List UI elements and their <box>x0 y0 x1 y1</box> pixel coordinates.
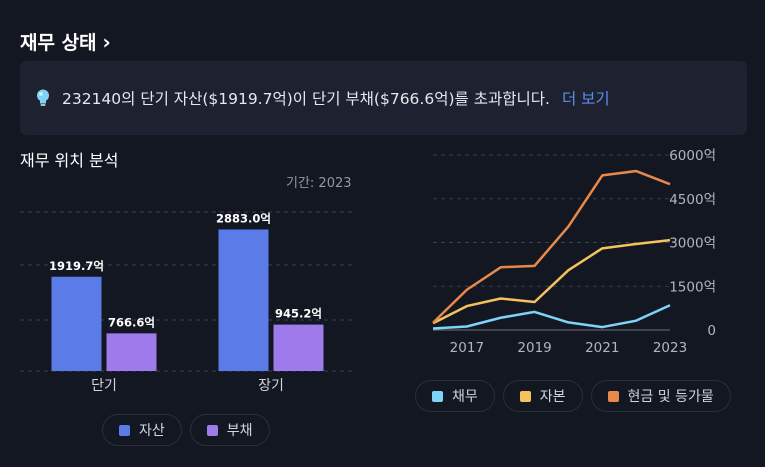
legend-liabilities-label: 부채 <box>226 423 253 439</box>
assets-swatch <box>119 424 130 436</box>
x-tick-label: 2023 <box>653 340 687 356</box>
bar-value-label: 945.2억 <box>275 307 322 321</box>
x-tick-label: 2021 <box>585 340 619 356</box>
legend-equity[interactable]: 자본 <box>502 380 583 412</box>
series-line-cash[interactable] <box>432 169 671 324</box>
legend-assets-label: 자산 <box>139 423 165 439</box>
legend-debt-label: 채무 <box>452 389 478 405</box>
page-title: 재무 상태 <box>20 32 97 54</box>
series-line-equity[interactable] <box>432 238 671 325</box>
line-legend: 채무 자본 현금 및 등가물 <box>415 380 731 412</box>
series-line-debt[interactable] <box>432 304 671 330</box>
cash-swatch <box>607 390 619 402</box>
position-analysis-title: 재무 위치 분석 <box>20 151 119 170</box>
y-tick-label: 0 <box>707 323 716 339</box>
x-tick-label: 2017 <box>450 340 484 356</box>
y-tick-label: 4500억 <box>669 192 716 208</box>
x-tick-label: 2019 <box>517 340 551 356</box>
period-label: 기간: 2023 <box>286 176 352 191</box>
legend-liabilities[interactable]: 부채 <box>189 414 270 446</box>
insight-banner: 232140의 단기 자산($1919.7억)이 단기 부채($766.6억)를… <box>20 61 747 135</box>
debt-swatch <box>432 390 443 402</box>
y-tick-label: 6000억 <box>669 148 716 164</box>
legend-assets[interactable]: 자산 <box>102 414 182 446</box>
see-more-link[interactable]: 더 보기 <box>561 90 610 108</box>
legend-cash[interactable]: 현금 및 등가물 <box>590 380 731 412</box>
legend-cash-label: 현금 및 등가물 <box>627 389 714 405</box>
bar-value-label: 1919.7억 <box>49 259 104 273</box>
y-tick-label: 1500억 <box>669 279 716 295</box>
legend-debt[interactable]: 채무 <box>415 380 495 412</box>
financial-status-heading[interactable]: 재무 상태 › <box>20 28 111 55</box>
insight-message: 232140의 단기 자산($1919.7억)이 단기 부채($766.6억)를… <box>62 90 550 108</box>
lightbulb-icon <box>37 89 49 106</box>
bar-legend: 자산 부채 <box>102 414 270 446</box>
equity-swatch <box>519 390 531 402</box>
legend-equity-label: 자본 <box>539 389 566 405</box>
bar-value-label: 2883.0억 <box>216 211 271 225</box>
bar-category-label: 장기 <box>258 378 284 394</box>
chevron-right-icon: › <box>102 29 111 54</box>
liabilities-swatch <box>206 424 218 436</box>
bar-assets-1[interactable] <box>218 229 269 371</box>
bar-value-label: 766.6억 <box>108 315 155 329</box>
bar-assets-0[interactable] <box>51 276 102 371</box>
position-bar-chart: 1919.7억 766.6억 2883.0억 945.2억 단기 장기 <box>20 211 352 394</box>
bar-liabilities-1[interactable] <box>273 324 324 371</box>
bar-category-label: 단기 <box>91 378 117 394</box>
y-tick-label: 3000억 <box>669 236 716 252</box>
bar-liabilities-0[interactable] <box>106 333 157 371</box>
history-line-chart: 0 1500억 3000억 4500억 6000억 2017 2019 2021 2023 <box>432 148 716 356</box>
